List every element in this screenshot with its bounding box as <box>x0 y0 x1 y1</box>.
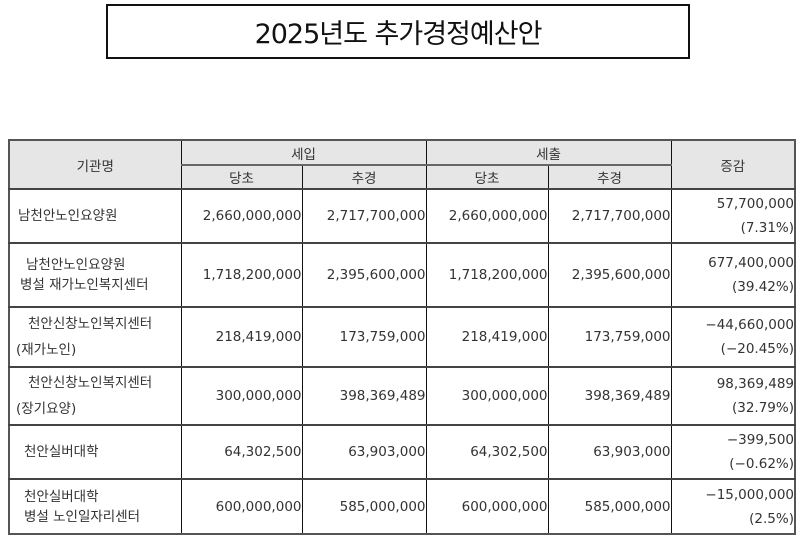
expense-supplementary-cell: 2,395,600,000 <box>547 242 672 308</box>
expense-original-cell: 2,660,000,000 <box>425 188 549 244</box>
document-title: 2025년도 추가경정예산안 <box>254 19 543 50</box>
change-amount: −44,660,000 <box>705 317 794 333</box>
income-original-cell: 300,000,000 <box>180 366 303 426</box>
header-income-supplementary: 추경 <box>301 164 427 190</box>
change-percent: (7.31%) <box>740 220 794 236</box>
org-name-line2: (재가노인) <box>16 342 77 358</box>
income-supplementary-cell: 585,000,000 <box>301 478 427 535</box>
table-row: 천안실버대학 병설 노인일자리센터 600,000,000 585,000,00… <box>8 478 796 535</box>
header-org-name: 기관명 <box>8 139 182 190</box>
change-percent: (2.5%) <box>749 510 794 527</box>
header-expense-supplementary: 추경 <box>547 164 672 190</box>
table-row: 남천안노인요양원 2,660,000,000 2,717,700,000 2,6… <box>8 188 796 244</box>
org-name-line1: 천안실버대학 <box>24 488 99 505</box>
org-name-cell: 남천안노인요양원 병설 재가노인복지센터 <box>8 242 182 308</box>
expense-original-cell: 300,000,000 <box>425 366 549 426</box>
change-percent: (−20.45%) <box>720 341 794 357</box>
header-income: 세입 <box>180 139 427 166</box>
header-change: 증감 <box>670 139 796 190</box>
change-percent: (32.79%) <box>731 400 794 416</box>
document-title-box: 2025년도 추가경정예산안 <box>106 4 690 59</box>
expense-supplementary-cell: 2,717,700,000 <box>547 188 672 244</box>
expense-supplementary-cell: 585,000,000 <box>547 478 672 535</box>
income-supplementary-cell: 173,759,000 <box>301 306 427 368</box>
org-name-cell: 천안신창노인복지센터 (재가노인) <box>8 306 182 368</box>
change-amount: 57,700,000 <box>716 196 794 212</box>
change-cell: −15,000,000 (2.5%) <box>670 478 796 535</box>
expense-original-cell: 218,419,000 <box>425 306 549 368</box>
header-row-subcolumns: 당초 추경 당초 추경 <box>9 164 795 190</box>
income-original-cell: 218,419,000 <box>180 306 303 368</box>
income-supplementary-cell: 398,369,489 <box>301 366 427 426</box>
org-name-cell: 남천안노인요양원 <box>8 188 182 244</box>
income-original-cell: 2,660,000,000 <box>180 188 303 244</box>
income-original-cell: 600,000,000 <box>180 478 303 535</box>
income-original-cell: 64,302,500 <box>180 424 303 480</box>
change-amount: 677,400,000 <box>708 255 794 271</box>
header-row-groups: 기관명 세입 세출 증감 <box>8 139 796 190</box>
change-amount: −15,000,000 <box>705 486 794 503</box>
org-name-cell: 천안실버대학 병설 노인일자리센터 <box>8 478 182 535</box>
change-cell: −44,660,000 (−20.45%) <box>670 306 796 368</box>
org-name-line2: 병설 재가노인복지센터 <box>20 277 149 293</box>
income-supplementary-cell: 2,717,700,000 <box>301 188 427 244</box>
org-name-line2: 병설 노인일자리센터 <box>24 508 141 525</box>
income-original-cell: 1,718,200,000 <box>180 242 303 308</box>
org-name-line1: 남천안노인요양원 <box>26 257 126 273</box>
income-supplementary-cell: 63,903,000 <box>301 424 427 480</box>
table-row: 남천안노인요양원 병설 재가노인복지센터 1,718,200,000 2,395… <box>8 242 796 308</box>
change-percent: (39.42%) <box>731 279 794 295</box>
header-expense: 세출 <box>425 139 672 166</box>
change-cell: 98,369,489 (32.79%) <box>670 366 796 426</box>
table-row: 천안실버대학 64,302,500 63,903,000 64,302,500 … <box>8 424 796 480</box>
change-cell: 57,700,000 (7.31%) <box>670 188 796 244</box>
change-cell: 677,400,000 (39.42%) <box>670 242 796 308</box>
expense-supplementary-cell: 173,759,000 <box>547 306 672 368</box>
header-income-original: 당초 <box>180 164 303 190</box>
org-name-line1: 천안신창노인복지센터 <box>28 375 153 391</box>
org-name-line2: (장기요양) <box>16 401 77 417</box>
table-row: 천안신창노인복지센터 (재가노인) 218,419,000 173,759,00… <box>8 306 796 368</box>
header-expense-original: 당초 <box>425 164 549 190</box>
expense-original-cell: 64,302,500 <box>425 424 549 480</box>
org-name-line1: 천안신창노인복지센터 <box>28 316 153 332</box>
expense-supplementary-cell: 398,369,489 <box>547 366 672 426</box>
change-amount: 98,369,489 <box>716 376 794 392</box>
org-name-line1: 남천안노인요양원 <box>18 208 118 224</box>
change-percent: (−0.62%) <box>729 456 794 472</box>
change-amount: −399,500 <box>726 432 794 448</box>
change-cell: −399,500 (−0.62%) <box>670 424 796 480</box>
expense-original-cell: 1,718,200,000 <box>425 242 549 308</box>
org-name-cell: 천안실버대학 <box>8 424 182 480</box>
expense-supplementary-cell: 63,903,000 <box>547 424 672 480</box>
table-row: 천안신창노인복지센터 (장기요양) 300,000,000 398,369,48… <box>8 366 796 426</box>
org-name-cell: 천안신창노인복지센터 (장기요양) <box>8 366 182 426</box>
budget-table: 기관명 세입 세출 증감 당초 추경 당초 추경 남천안노인요양원 2,660,… <box>8 139 796 535</box>
org-name-line1: 천안실버대학 <box>24 444 99 460</box>
income-supplementary-cell: 2,395,600,000 <box>301 242 427 308</box>
expense-original-cell: 600,000,000 <box>425 478 549 535</box>
